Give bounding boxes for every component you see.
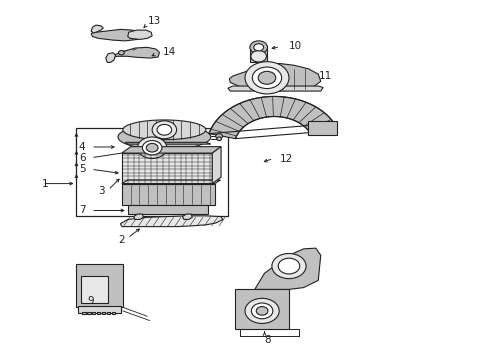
Bar: [107, 312, 110, 315]
Circle shape: [217, 137, 221, 140]
Polygon shape: [212, 147, 221, 184]
Polygon shape: [228, 86, 323, 91]
Bar: [92, 312, 96, 315]
Text: 6: 6: [79, 153, 85, 163]
Text: 1: 1: [42, 179, 49, 189]
Bar: [102, 312, 105, 315]
Circle shape: [245, 298, 279, 323]
Bar: [78, 306, 121, 313]
Bar: [87, 312, 91, 315]
Polygon shape: [255, 248, 321, 289]
Bar: [122, 153, 212, 184]
Polygon shape: [128, 30, 152, 40]
Polygon shape: [91, 25, 103, 33]
Polygon shape: [91, 30, 143, 41]
Polygon shape: [229, 63, 321, 91]
Bar: [76, 264, 123, 307]
Circle shape: [251, 50, 267, 62]
Text: 9: 9: [88, 296, 94, 306]
Bar: [76, 128, 228, 216]
Text: 7: 7: [79, 206, 85, 216]
Polygon shape: [106, 53, 116, 62]
Circle shape: [157, 125, 171, 135]
Circle shape: [252, 67, 282, 89]
Circle shape: [250, 41, 268, 54]
Ellipse shape: [118, 125, 211, 149]
Circle shape: [278, 258, 300, 274]
Text: 13: 13: [148, 16, 162, 26]
Text: 3: 3: [98, 186, 105, 197]
Bar: [112, 312, 115, 315]
Polygon shape: [134, 214, 144, 220]
Text: 10: 10: [289, 41, 302, 51]
Circle shape: [272, 253, 306, 279]
Bar: [82, 312, 86, 315]
Bar: [122, 184, 215, 205]
Bar: [128, 205, 208, 214]
Circle shape: [256, 307, 268, 315]
Circle shape: [216, 134, 222, 139]
Circle shape: [119, 50, 124, 55]
Polygon shape: [125, 142, 211, 144]
Ellipse shape: [123, 120, 206, 140]
Circle shape: [147, 143, 158, 152]
Text: 14: 14: [163, 47, 176, 57]
Circle shape: [254, 44, 264, 51]
Circle shape: [152, 121, 176, 139]
Circle shape: [138, 137, 167, 158]
Circle shape: [245, 62, 289, 94]
Text: 11: 11: [319, 71, 333, 81]
Polygon shape: [122, 180, 220, 184]
Text: 2: 2: [118, 235, 124, 245]
Polygon shape: [250, 47, 267, 62]
Circle shape: [258, 71, 276, 84]
Text: 5: 5: [79, 164, 85, 174]
Circle shape: [143, 140, 162, 155]
Polygon shape: [182, 214, 192, 220]
Text: 8: 8: [265, 334, 271, 345]
Bar: [235, 289, 289, 329]
Bar: [97, 312, 100, 315]
Polygon shape: [122, 147, 221, 153]
Text: 4: 4: [79, 142, 85, 152]
Bar: [81, 276, 108, 303]
Circle shape: [251, 303, 273, 319]
Polygon shape: [121, 216, 223, 226]
Text: 12: 12: [280, 154, 294, 164]
Bar: [308, 121, 337, 135]
Polygon shape: [209, 96, 334, 139]
Polygon shape: [107, 47, 159, 61]
